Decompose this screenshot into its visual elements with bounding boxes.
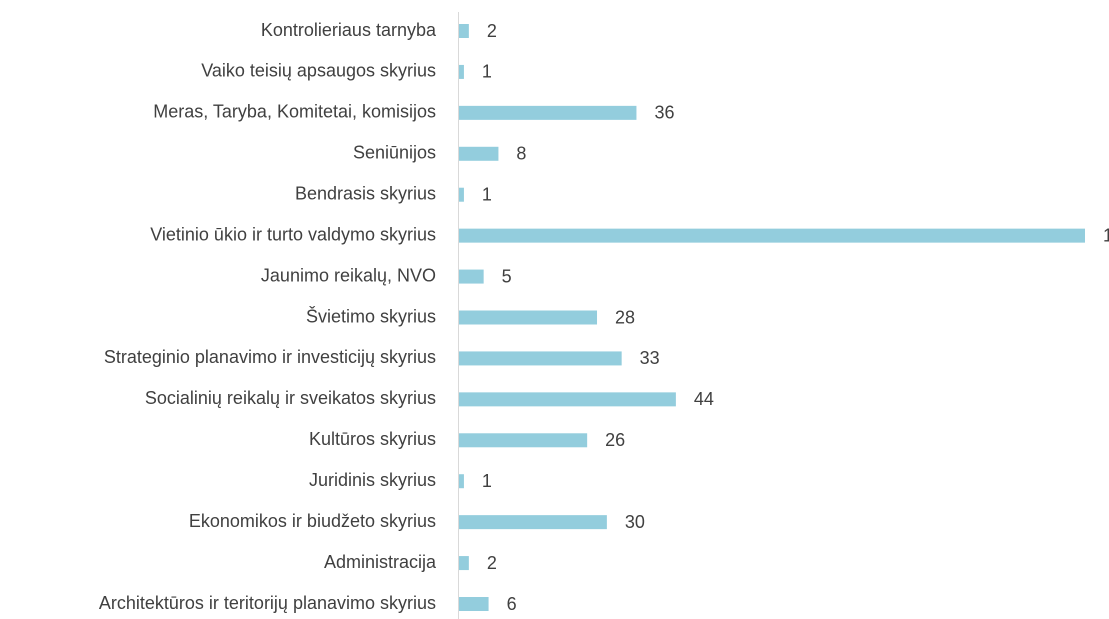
category-label: Bendrasis skyrius [295, 183, 436, 203]
category-label: Architektūros ir teritorijų planavimo sk… [99, 593, 436, 613]
bar [459, 64, 464, 79]
data-label: 36 [654, 103, 674, 123]
bar [459, 269, 484, 284]
data-label: 6 [507, 594, 517, 614]
data-label: 33 [640, 348, 660, 368]
bar [459, 556, 469, 571]
bar [459, 105, 637, 120]
bar [459, 228, 1085, 243]
data-label: 127 [1103, 225, 1109, 245]
data-label: 1 [482, 62, 492, 82]
category-label: Kultūros skyrius [309, 429, 436, 449]
data-label: 2 [487, 21, 497, 41]
bar [459, 515, 607, 530]
category-label: Vietinio ūkio ir turto valdymo skyrius [150, 224, 436, 244]
category-label: Švietimo skyrius [306, 305, 436, 326]
category-label: Meras, Taryba, Komitetai, komisijos [153, 102, 436, 122]
data-label: 8 [516, 144, 526, 164]
bar [459, 433, 588, 448]
category-label: Jaunimo reikalų, NVO [261, 265, 436, 285]
data-label: 44 [694, 389, 714, 409]
data-label: 30 [625, 512, 645, 532]
category-label: Juridinis skyrius [309, 470, 436, 490]
bar [459, 310, 598, 325]
category-label: Administracija [324, 552, 437, 572]
data-label: 28 [615, 307, 635, 327]
data-label: 1 [482, 184, 492, 204]
category-label: Ekonomikos ir biudžeto skyrius [189, 511, 436, 531]
category-label: Socialinių reikalų ir sveikatos skyrius [145, 388, 436, 408]
category-label: Kontrolieriaus tarnyba [261, 20, 437, 40]
category-label: Vaiko teisių apsaugos skyrius [201, 61, 436, 81]
data-label: 5 [502, 266, 512, 286]
bar [459, 187, 464, 202]
data-label: 1 [482, 471, 492, 491]
bar [459, 392, 676, 407]
data-label: 2 [487, 553, 497, 573]
bar [459, 474, 464, 489]
data-label: 26 [605, 430, 625, 450]
bar [459, 146, 499, 161]
bar [459, 24, 469, 38]
bar [459, 597, 489, 611]
category-label: Seniūnijos [353, 143, 436, 163]
bar [459, 351, 622, 366]
category-label: Strateginio planavimo ir investicijų sky… [104, 347, 436, 367]
